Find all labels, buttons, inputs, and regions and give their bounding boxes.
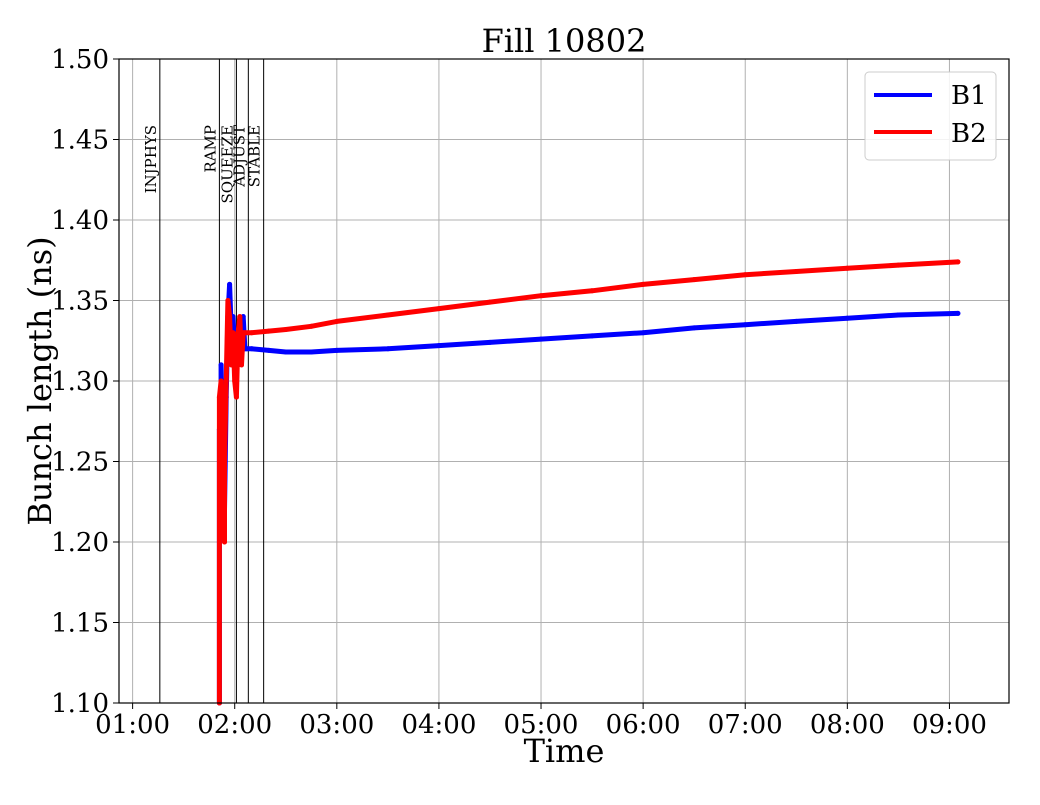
data-point-b2 <box>222 539 227 545</box>
data-point-b2 <box>227 314 233 320</box>
x-tick-label: 02:00 <box>197 710 272 740</box>
data-point-b2 <box>589 288 595 294</box>
data-point-b2 <box>223 378 229 384</box>
data-point-b1 <box>218 362 224 368</box>
data-point-b2 <box>230 330 236 336</box>
y-tick-label: 1.20 <box>51 528 109 558</box>
y-tick-label: 1.45 <box>51 126 109 156</box>
y-axis-ticks: 1.10 1.15 1.20 1.25 1.30 1.35 1.40 1.45 1.50 <box>51 45 119 719</box>
data-point-b2 <box>266 328 272 334</box>
data-point-b2 <box>385 312 391 318</box>
data-series <box>216 259 961 706</box>
data-point-b2 <box>228 362 234 368</box>
data-point-b2 <box>218 378 224 384</box>
data-point-b2 <box>218 410 224 416</box>
x-axis-label: Time <box>524 732 605 770</box>
data-point-b2 <box>216 394 222 400</box>
data-point-b1 <box>249 346 255 352</box>
data-point-b2 <box>249 330 255 336</box>
data-point-b2 <box>308 323 314 329</box>
legend-label-b1: B1 <box>951 81 987 111</box>
legend: B1 B2 <box>864 71 997 161</box>
data-point-b2 <box>225 298 231 303</box>
data-point-b2 <box>235 330 241 336</box>
y-tick-label: 1.35 <box>51 287 109 317</box>
legend-label-b2: B2 <box>951 119 987 149</box>
data-point-b1 <box>487 339 493 345</box>
data-point-b1 <box>895 312 901 318</box>
data-point-b2 <box>742 272 748 278</box>
phase-label: RAMP <box>201 125 219 173</box>
data-point-b2 <box>222 459 227 464</box>
x-axis-ticks: 01:00 02:00 03:00 04:00 05:00 06:00 07:00 08:00… <box>95 703 987 740</box>
data-point-b2 <box>233 394 239 400</box>
data-point-b2 <box>793 269 799 274</box>
data-point-b2 <box>237 314 243 320</box>
data-point-b1 <box>266 347 272 353</box>
data-point-b1 <box>334 347 340 353</box>
data-point-b2 <box>239 362 244 368</box>
data-point-b1 <box>589 333 595 339</box>
data-point-b2 <box>844 265 850 271</box>
data-point-b1 <box>385 346 391 352</box>
data-point-b1 <box>538 336 544 342</box>
data-point-b2 <box>242 330 248 336</box>
data-point-b1 <box>742 322 748 328</box>
data-point-b1 <box>955 310 961 316</box>
x-tick-label: 05:00 <box>504 710 579 740</box>
data-point-b2 <box>691 277 697 283</box>
data-point-b2 <box>232 378 238 384</box>
y-tick-label: 1.25 <box>51 448 109 478</box>
y-tick-label: 1.10 <box>51 689 109 719</box>
data-point-b2 <box>487 299 493 305</box>
data-point-b1 <box>283 349 289 355</box>
data-point-b1 <box>244 346 250 352</box>
data-point-b2 <box>283 327 289 332</box>
data-point-b1 <box>308 349 314 355</box>
x-tick-label: 01:00 <box>95 710 170 740</box>
phase-label: INJPHYS <box>142 125 160 193</box>
phase-label: SQUEEZE <box>218 125 236 204</box>
y-tick-label: 1.30 <box>51 367 109 397</box>
phase-label: ADJUST <box>230 125 248 188</box>
data-point-b2 <box>640 281 646 287</box>
data-point-b2 <box>895 262 901 268</box>
chart-title: Fill 10802 <box>482 22 647 60</box>
data-point-b2 <box>538 293 544 299</box>
data-point-b1 <box>691 325 697 331</box>
x-tick-label: 08:00 <box>810 710 885 740</box>
y-axis-label: Bunch length (ns) <box>21 236 59 525</box>
phase-label: STABLE <box>246 125 264 187</box>
y-tick-label: 1.15 <box>51 609 109 639</box>
data-point-b2 <box>436 306 442 312</box>
x-tick-label: 04:00 <box>401 710 476 740</box>
data-point-b2 <box>220 442 226 448</box>
y-tick-label: 1.50 <box>51 45 109 75</box>
data-point-b2 <box>334 318 340 324</box>
x-tick-label: 03:00 <box>299 710 374 740</box>
data-point-b1 <box>436 343 442 349</box>
data-point-b1 <box>227 281 233 287</box>
data-point-b1 <box>793 318 799 324</box>
x-tick-label: 07:00 <box>708 710 783 740</box>
data-point-b1 <box>844 315 850 321</box>
data-point-b2 <box>955 259 961 265</box>
x-tick-label: 09:00 <box>912 710 987 740</box>
y-tick-label: 1.40 <box>51 206 109 236</box>
data-point-b1 <box>640 330 646 336</box>
x-tick-label: 06:00 <box>606 710 681 740</box>
